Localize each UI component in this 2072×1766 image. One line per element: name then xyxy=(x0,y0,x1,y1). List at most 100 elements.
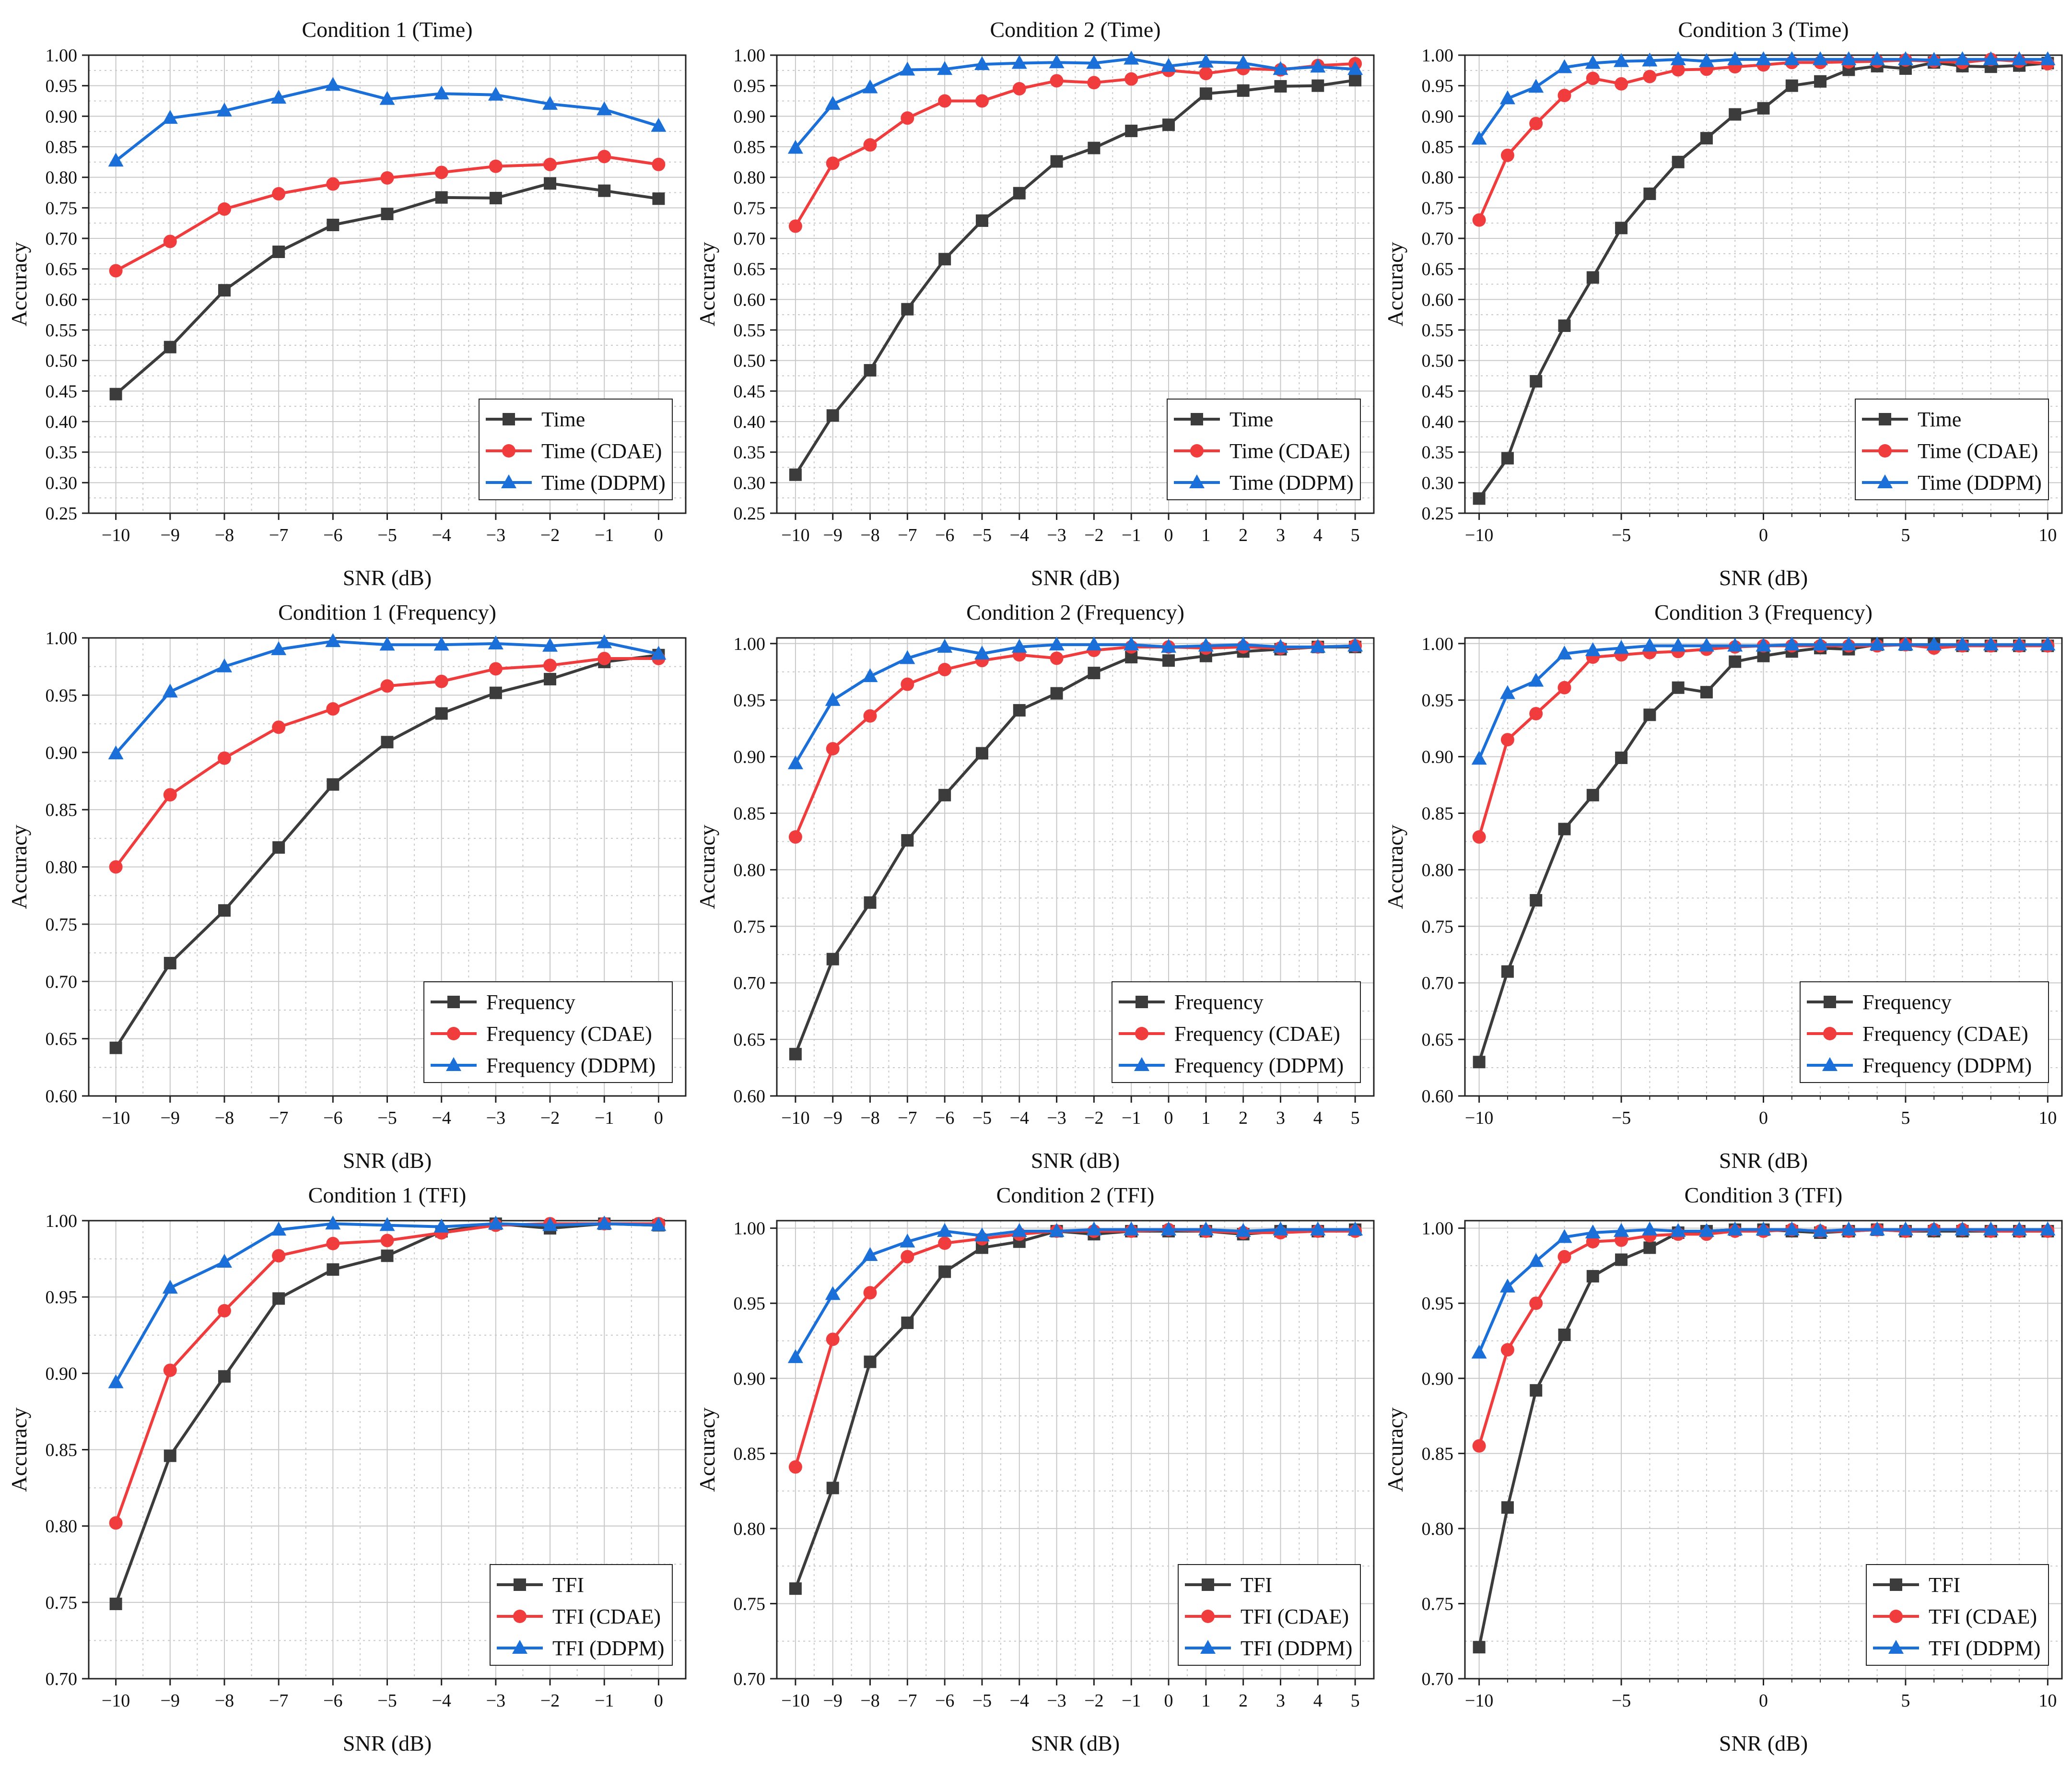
data-point xyxy=(1198,637,1214,652)
legend-label: Time xyxy=(541,408,585,431)
data-point xyxy=(1499,685,1515,699)
x-tick-label: 1 xyxy=(1201,1108,1210,1128)
data-point xyxy=(1643,708,1656,721)
y-tick-label: 0.80 xyxy=(734,1519,766,1539)
x-tick-label: −2 xyxy=(540,1108,560,1128)
data-point xyxy=(1557,681,1571,695)
data-point xyxy=(218,284,231,297)
data-point xyxy=(272,1292,285,1305)
legend-label: TFI xyxy=(1929,1573,1960,1597)
data-point xyxy=(1124,1221,1139,1236)
chart-panel: 0.60 0.65 0.70 0.75 0.80 0.85 0.90 0.95 1.00 −10 −… xyxy=(1383,600,2063,1173)
plot-frame xyxy=(776,637,1375,1097)
data-point xyxy=(108,153,124,167)
x-tick-label: −7 xyxy=(898,525,917,545)
data-point xyxy=(1013,704,1026,717)
x-tick-label: 3 xyxy=(1276,1108,1285,1128)
x-tick-label: 2 xyxy=(1239,525,1248,545)
data-point xyxy=(1530,894,1543,907)
data-point xyxy=(380,679,394,693)
x-tick-label: −10 xyxy=(781,1691,809,1711)
legend-label: Frequency (DDPM) xyxy=(1862,1054,2032,1077)
data-point xyxy=(1841,51,1857,65)
data-point xyxy=(1841,636,1857,651)
y-tick-label: 0.40 xyxy=(46,412,78,432)
y-tick-label: 0.35 xyxy=(46,443,78,463)
x-tick-label: 5 xyxy=(1901,1108,1910,1128)
x-tick-label: −5 xyxy=(972,525,992,545)
legend-marker xyxy=(1136,996,1148,1008)
data-point xyxy=(789,1048,802,1060)
x-tick-label: −6 xyxy=(323,525,342,545)
x-tick-label: −10 xyxy=(781,1108,809,1128)
data-point xyxy=(1198,54,1214,68)
y-tick-label: 0.90 xyxy=(46,1364,78,1384)
data-point xyxy=(1499,90,1515,105)
x-tick-label: −7 xyxy=(269,1691,288,1711)
x-tick-label: 0 xyxy=(654,525,663,545)
legend: Frequency Frequency (CDAE) Frequency (DDPM… xyxy=(1800,981,2049,1083)
data-point xyxy=(162,110,178,124)
y-tick-label: 1.00 xyxy=(46,1211,78,1231)
y-tick-label: 0.75 xyxy=(46,1593,78,1613)
x-tick-label: −3 xyxy=(486,1691,505,1711)
x-tick-label: −5 xyxy=(1612,1691,1631,1711)
y-tick-label: 0.60 xyxy=(1422,290,1454,310)
x-axis-label: SNR (dB) xyxy=(1719,1148,1808,1173)
x-tick-label: −3 xyxy=(1047,1691,1066,1711)
data-point xyxy=(489,159,503,173)
legend-marker xyxy=(514,1578,526,1591)
data-point xyxy=(597,651,611,665)
data-point xyxy=(543,659,557,672)
x-tick-label: −4 xyxy=(1010,1691,1029,1711)
data-point xyxy=(1274,80,1287,93)
data-point xyxy=(1310,1221,1326,1236)
legend-label: Time (CDAE) xyxy=(541,439,662,463)
data-point xyxy=(488,86,503,101)
data-point xyxy=(975,747,988,760)
x-axis-label: SNR (dB) xyxy=(1031,1731,1120,1755)
data-point xyxy=(937,1223,953,1237)
legend-label: Time (DDPM) xyxy=(1229,471,1354,494)
data-point xyxy=(1557,1229,1572,1243)
legend-label: Time (DDPM) xyxy=(541,471,666,494)
data-point xyxy=(652,192,665,205)
data-point xyxy=(1088,667,1100,680)
y-tick-label: 1.00 xyxy=(1422,46,1454,66)
data-point xyxy=(826,409,839,422)
y-tick-label: 0.45 xyxy=(734,381,766,401)
data-point xyxy=(825,692,841,706)
data-point xyxy=(862,1247,878,1261)
x-tick-label: −2 xyxy=(1084,525,1103,545)
chart-title: Condition 1 (TFI) xyxy=(308,1183,467,1207)
data-point xyxy=(272,246,285,259)
data-point xyxy=(433,1218,449,1233)
y-tick-label: 0.80 xyxy=(46,858,78,878)
y-axis-label: Accuracy xyxy=(1383,242,1407,326)
x-tick-label: −10 xyxy=(102,525,130,545)
data-point xyxy=(327,1263,339,1276)
data-point xyxy=(380,1234,394,1248)
data-point xyxy=(271,641,287,655)
data-point xyxy=(1672,681,1685,694)
chart-panel: 0.70 0.75 0.80 0.85 0.90 0.95 1.00 −10 −5 0 5 10 Con… xyxy=(1383,1183,2063,1755)
data-point xyxy=(1471,751,1487,765)
data-point xyxy=(1347,1221,1363,1236)
data-point xyxy=(1784,636,1800,651)
data-point xyxy=(1012,82,1026,96)
legend-marker xyxy=(1879,413,1891,425)
y-tick-label: 0.85 xyxy=(1422,803,1454,824)
x-tick-label: 0 xyxy=(1759,1691,1768,1711)
data-point xyxy=(1558,319,1571,332)
y-tick-label: 0.30 xyxy=(734,473,766,493)
y-tick-label: 1.00 xyxy=(734,46,766,66)
data-point xyxy=(488,1215,503,1230)
data-point xyxy=(1050,74,1064,88)
x-tick-label: −2 xyxy=(1084,1108,1103,1128)
y-tick-label: 1.00 xyxy=(46,628,78,648)
y-tick-label: 0.80 xyxy=(734,860,766,880)
x-tick-label: −4 xyxy=(1010,1108,1029,1128)
y-tick-label: 0.75 xyxy=(1422,198,1454,218)
legend: TFI TFI (CDAE) TFI (DDPM) xyxy=(1178,1564,1361,1666)
x-tick-label: −2 xyxy=(540,525,560,545)
